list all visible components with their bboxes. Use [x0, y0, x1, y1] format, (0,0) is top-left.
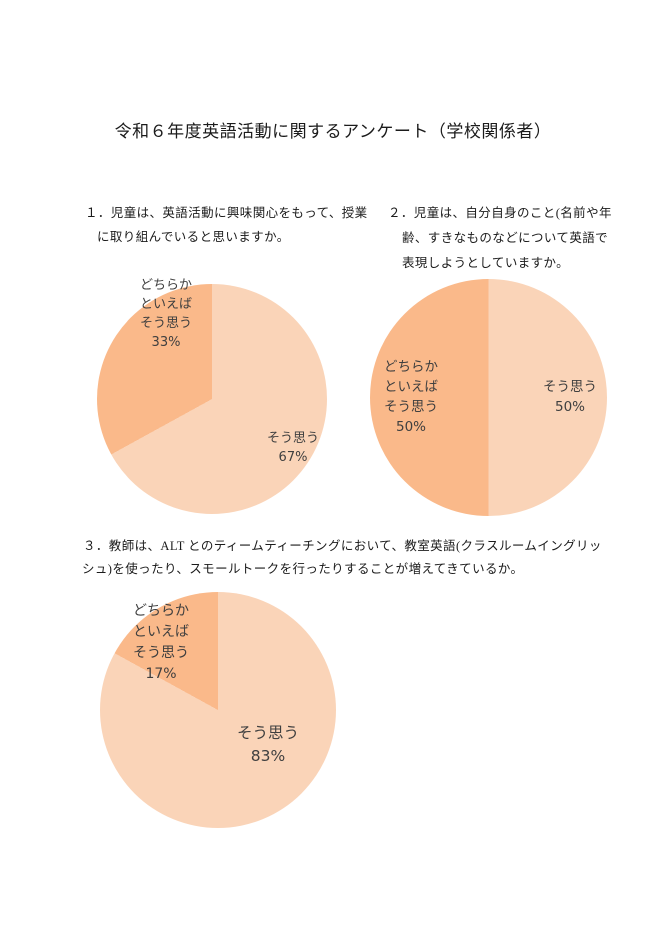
pie1-agree-text: そう思う [266, 431, 319, 446]
pie2-maybe-agree-line-2: といえば [384, 379, 438, 395]
pie-chart-question-1 [97, 284, 327, 514]
pie3-agree-text: そう思う [236, 724, 299, 742]
pie2-agree-text: そう思う [543, 379, 597, 395]
question-1-line-2: に取り組んでいると思いますか。 [97, 230, 290, 244]
pie3-agree-pct: 83% [250, 747, 286, 765]
pie-chart-question-3 [100, 592, 336, 828]
pie2-label-maybe-agree: どちらか といえば そう思う 50% [362, 357, 460, 437]
pie2-label-agree: そう思う 50% [524, 377, 616, 417]
pie-chart-question-2 [370, 279, 607, 516]
pie3-maybe-agree-line-2: といえば [133, 624, 189, 640]
question-3-line-1: ３．教師は、ALT とのティームティーチングにおいて、教室英語(クラスルームイン… [83, 539, 602, 553]
pie3-label-agree: そう思う 83% [214, 722, 322, 768]
pie3-label-maybe-agree: どちらか といえば そう思う 17% [112, 601, 210, 685]
pie3-maybe-agree-line-3: そう思う [133, 645, 189, 661]
pie3-maybe-agree-pct: 17% [145, 666, 177, 682]
pie3-maybe-agree-line-1: どちらか [133, 603, 189, 619]
question-2-line-2: 齢、すきなものなどについて英語で [402, 231, 609, 245]
pie1-maybe-agree-line-2: といえば [139, 297, 192, 312]
pie1-maybe-agree-pct: 33% [151, 335, 181, 350]
page-title: 令和６年度英語活動に関するアンケート（学校関係者） [114, 122, 552, 141]
pie2-maybe-agree-line-1: どちらか [384, 359, 438, 375]
question-2-line-1: ２．児童は、自分自身のこと(名前や年 [388, 206, 612, 220]
pie1-label-maybe-agree: どちらか といえば そう思う 33% [118, 276, 214, 352]
pie2-agree-pct: 50% [554, 399, 585, 415]
question-2-line-3: 表現しようとしていますか。 [402, 256, 570, 270]
pie1-label-agree: そう思う 67% [248, 429, 338, 467]
question-3-line-2: シュ)を使ったり、スモールトークを行ったりすることが増えてきているか。 [82, 562, 524, 576]
pie2-maybe-agree-line-3: そう思う [384, 399, 438, 415]
pie1-maybe-agree-line-3: そう思う [139, 316, 192, 331]
pie2-maybe-agree-pct: 50% [395, 419, 426, 435]
pie1-maybe-agree-line-1: どちらか [139, 278, 192, 293]
question-1-line-1: １．児童は、英語活動に興味関心をもって、授業 [85, 206, 368, 220]
pie1-agree-pct: 67% [278, 450, 308, 465]
